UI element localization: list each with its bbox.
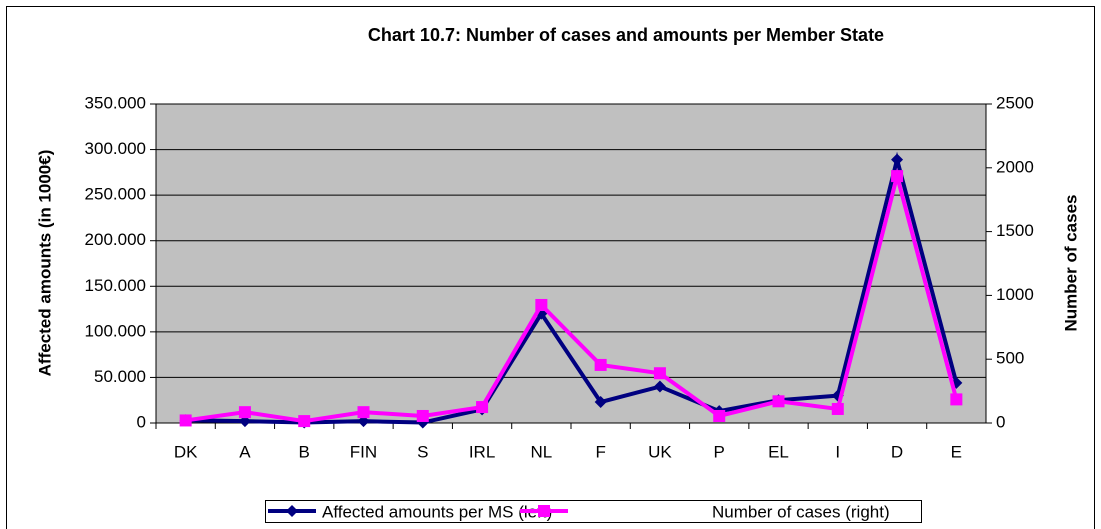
point (416, 409, 429, 422)
y-tick-label: 350.000 (85, 93, 146, 112)
y2-tick-label: 500 (996, 349, 1024, 368)
x-tick-label: EL (768, 442, 789, 461)
x-tick-label: A (239, 442, 251, 461)
legend-label: Number of cases (right) (712, 502, 890, 521)
point (357, 415, 370, 428)
y-tick-label: 150.000 (85, 276, 146, 295)
y2-tick-label: 2000 (996, 157, 1034, 176)
legend (265, 500, 922, 523)
y-tick-label: 250.000 (85, 185, 146, 204)
x-tick-label: IRL (469, 442, 495, 461)
x-tick-label: F (595, 442, 605, 461)
point (950, 393, 963, 406)
point (891, 170, 904, 183)
y2-axis-label: Number of cases (1061, 195, 1080, 332)
y-axis-label: Affected amounts (in 1000€) (35, 150, 54, 377)
y2-tick-label: 2500 (996, 93, 1034, 112)
y-tick-label: 200.000 (85, 230, 146, 249)
point (357, 406, 370, 419)
point (653, 380, 666, 393)
series-line (185, 151, 959, 425)
x-tick-label: FIN (350, 442, 377, 461)
x-tick-label: P (714, 442, 725, 461)
series-line (185, 168, 959, 424)
y2-tick-label: 0 (996, 412, 1005, 431)
x-tick-label: D (891, 442, 903, 461)
y-tick-label: 50.000 (94, 367, 146, 386)
y-tick-label: 0 (137, 412, 146, 431)
y-tick-label: 300.000 (85, 139, 146, 158)
x-tick-label: DK (174, 442, 198, 461)
x-tick-label: E (951, 442, 962, 461)
point (476, 401, 489, 414)
legend-label: Affected amounts per MS (left) (322, 502, 552, 521)
y-tick-label: 100.000 (85, 321, 146, 340)
point (286, 505, 298, 517)
point (538, 505, 550, 517)
x-tick-label: S (417, 442, 428, 461)
x-tick-label: UK (648, 442, 672, 461)
point (713, 409, 726, 422)
point (594, 358, 607, 371)
plot-area (155, 103, 987, 424)
point (831, 402, 844, 415)
y2-tick-label: 1000 (996, 285, 1034, 304)
point (298, 415, 311, 428)
point (535, 298, 548, 311)
x-tick-label: NL (530, 442, 552, 461)
point (238, 415, 251, 428)
point (238, 406, 251, 419)
point (772, 395, 785, 408)
x-tick-label: B (299, 442, 310, 461)
y2-tick-label: 1500 (996, 221, 1034, 240)
point (179, 414, 192, 427)
point (653, 367, 666, 380)
point (594, 396, 607, 409)
x-tick-label: I (835, 442, 840, 461)
point (891, 153, 904, 166)
chart-title: Chart 10.7: Number of cases and amounts … (368, 25, 884, 45)
